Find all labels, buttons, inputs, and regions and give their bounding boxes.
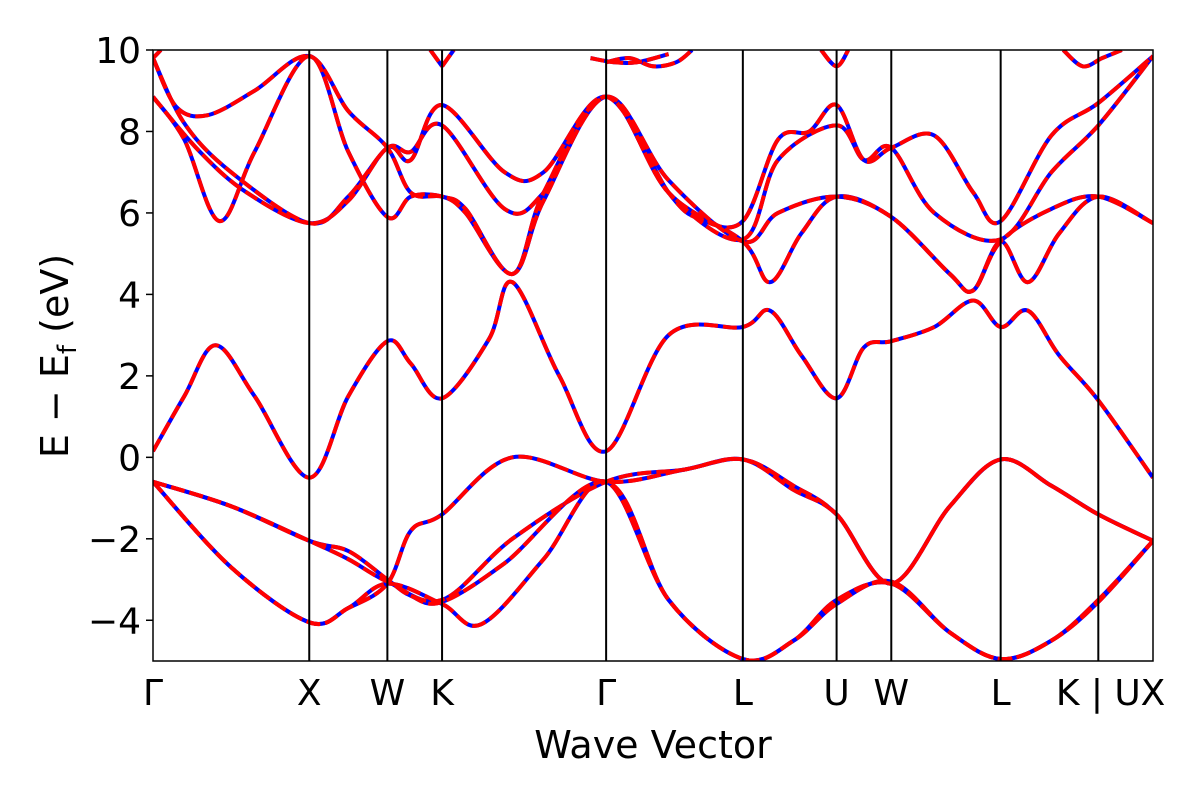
x-tick-label-11: X bbox=[1141, 673, 1166, 714]
band-11-dashed bbox=[428, 50, 444, 68]
y-axis-label: E − Ef (eV) bbox=[33, 254, 83, 458]
x-tick-label-2: X bbox=[297, 673, 322, 714]
y-axis: −4 −2 0 2 4 6 8 10 bbox=[88, 31, 153, 642]
band-9-solid bbox=[153, 54, 1153, 243]
x-tick-label-3: W bbox=[370, 673, 406, 714]
x-tick-label-5: Γ bbox=[596, 673, 616, 714]
y-tick-label-4: 2 bbox=[118, 357, 141, 398]
y-axis-label-main: E − E bbox=[33, 354, 77, 458]
high-symmetry-lines bbox=[308, 50, 1100, 661]
band-8-dashed bbox=[153, 54, 1153, 294]
y-axis-label-unit bbox=[33, 333, 77, 345]
band-1-dashed bbox=[153, 456, 1153, 604]
band-5-solid bbox=[153, 279, 1153, 480]
band-6-dashed bbox=[153, 54, 1153, 230]
band-3-dashed bbox=[153, 479, 1153, 661]
band-13-dashed bbox=[605, 50, 694, 69]
x-axis-label: Wave Vector bbox=[534, 723, 772, 767]
x-tick-label-1: Γ bbox=[143, 673, 163, 714]
x-tick-label-10: K | U bbox=[1056, 673, 1141, 714]
x-tick-label-8: W bbox=[873, 673, 909, 714]
x-tick-label-7: U bbox=[823, 673, 849, 714]
band-7-solid bbox=[153, 54, 1153, 294]
band-8-solid bbox=[153, 54, 1153, 294]
band-12-dashed bbox=[590, 52, 670, 65]
band-1-solid bbox=[153, 456, 1153, 604]
x-tick-label-9: L bbox=[991, 673, 1011, 714]
y-tick-label-3: 0 bbox=[118, 438, 141, 479]
x-tick-label-4: K bbox=[430, 673, 455, 714]
band-16-dashed bbox=[153, 50, 163, 60]
plot-frame bbox=[152, 49, 1154, 662]
band-9-dashed bbox=[153, 54, 1153, 243]
y-tick-label-5: 4 bbox=[118, 275, 141, 316]
band-4-dashed bbox=[153, 454, 1153, 626]
band-7-dashed bbox=[153, 54, 1153, 294]
y-tick-label-1: −4 bbox=[88, 601, 141, 642]
y-tick-label-2: −2 bbox=[88, 520, 141, 561]
y-tick-label-7: 8 bbox=[118, 112, 141, 153]
x-tick-label-6: L bbox=[733, 673, 753, 714]
y-axis-label-units: (eV) bbox=[33, 254, 77, 333]
band-15-dashed bbox=[1061, 50, 1123, 69]
y-tick-label-8: 10 bbox=[95, 31, 141, 72]
band-6-solid bbox=[153, 54, 1153, 230]
band-5-dashed bbox=[153, 279, 1153, 480]
y-tick-label-6: 6 bbox=[118, 194, 141, 235]
y-axis-label-subscript: f bbox=[53, 344, 83, 354]
